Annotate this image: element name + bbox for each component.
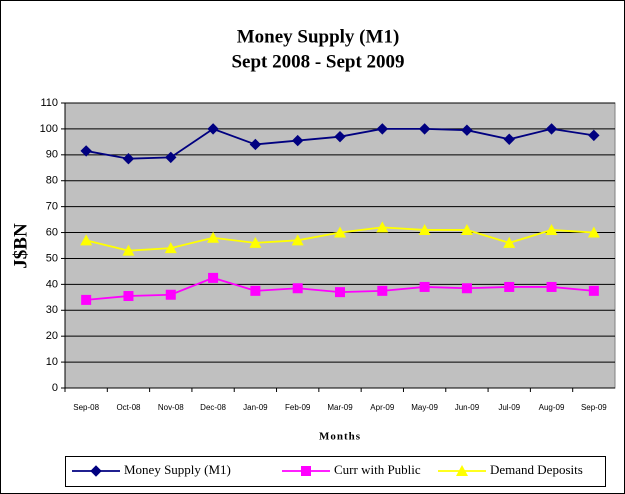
marker: [504, 281, 515, 292]
y-tick-label: 50: [46, 252, 58, 264]
x-tick-label: Apr-09: [370, 403, 395, 412]
marker: [208, 272, 219, 283]
x-tick-label: Jun-09: [455, 403, 480, 412]
marker: [418, 223, 431, 235]
x-tick-label: Nov-08: [158, 403, 184, 412]
marker: [292, 283, 303, 294]
y-tick-label: 110: [40, 97, 58, 109]
x-tick-label: Sep-09: [581, 403, 607, 412]
marker: [587, 226, 600, 238]
marker: [122, 152, 135, 165]
x-tick-label: Jul-09: [498, 403, 520, 412]
x-tick-label: Aug-09: [539, 403, 565, 412]
marker: [301, 466, 311, 476]
marker: [588, 129, 600, 142]
x-tick-label: Feb-09: [285, 403, 311, 412]
marker: [122, 244, 135, 256]
marker: [334, 130, 346, 143]
chart-title: Money Supply (M1): [237, 26, 400, 47]
legend-box: [65, 456, 606, 487]
marker: [165, 151, 177, 164]
marker: [503, 133, 515, 145]
marker: [545, 123, 558, 135]
y-tick-label: 70: [46, 201, 58, 213]
marker: [80, 145, 92, 157]
y-tick-label: 80: [46, 175, 58, 187]
marker: [249, 138, 262, 151]
y-tick-label: 20: [46, 330, 58, 342]
marker: [461, 283, 472, 294]
y-tick-label: 10: [46, 356, 58, 368]
marker: [90, 465, 102, 477]
chart-subtitle: Sept 2008 - Sept 2009: [231, 51, 404, 72]
marker: [546, 281, 557, 292]
plot-area: [64, 102, 616, 389]
x-axis-label: Months: [319, 431, 361, 443]
marker: [207, 231, 220, 243]
y-tick-label: 30: [46, 304, 58, 316]
y-tick-label: 90: [46, 149, 58, 161]
marker: [291, 134, 304, 147]
x-tick-label: Oct-08: [116, 403, 141, 412]
marker: [291, 234, 304, 246]
marker: [418, 123, 431, 135]
marker: [165, 289, 176, 300]
legend-label: Money Supply (M1): [124, 462, 231, 477]
marker: [335, 287, 345, 298]
x-tick-label: May-09: [411, 403, 438, 412]
marker: [376, 221, 389, 233]
marker: [376, 123, 389, 135]
marker: [334, 226, 346, 238]
marker: [80, 234, 93, 246]
y-axis-label: J$BN: [10, 223, 31, 269]
marker: [419, 281, 430, 292]
marker: [164, 242, 177, 254]
y-tick-label: 0: [52, 382, 58, 394]
x-tick-label: Jan-09: [243, 403, 268, 412]
marker: [456, 465, 468, 476]
marker: [81, 294, 92, 305]
marker: [249, 236, 262, 248]
marker: [545, 223, 558, 235]
marker: [588, 285, 599, 296]
marker: [460, 223, 473, 235]
marker: [250, 285, 261, 296]
marker: [123, 291, 134, 302]
marker: [461, 124, 473, 136]
y-tick-label: 60: [46, 226, 58, 238]
marker: [377, 285, 388, 296]
x-tick-label: Mar-09: [327, 403, 353, 412]
x-tick-label: Dec-08: [200, 403, 226, 412]
y-tick-label: 100: [40, 123, 58, 135]
legend-label: Demand Deposits: [490, 462, 583, 477]
y-tick-label: 40: [46, 278, 58, 290]
x-tick-label: Sep-08: [73, 403, 99, 412]
legend-label: Curr with Public: [334, 462, 421, 477]
marker: [207, 123, 219, 135]
marker: [503, 236, 516, 248]
